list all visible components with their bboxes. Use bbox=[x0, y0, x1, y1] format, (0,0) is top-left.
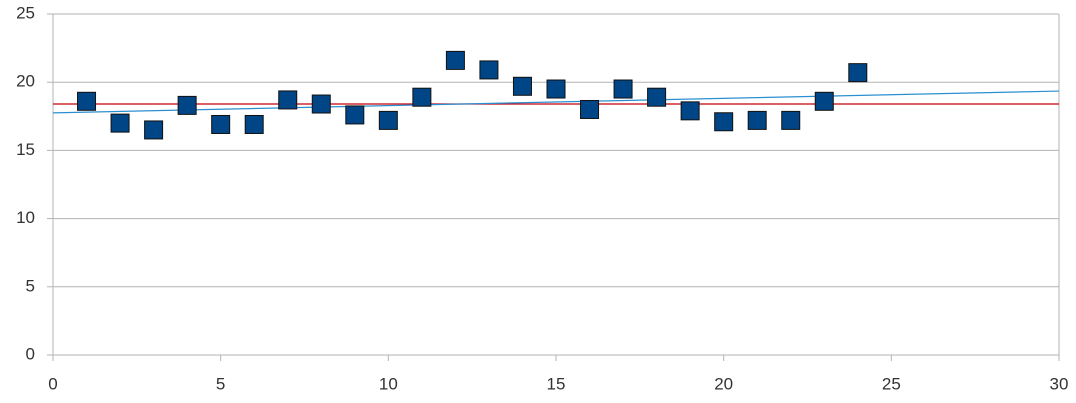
marker bbox=[814, 91, 834, 111]
y-tick-label: 20 bbox=[16, 72, 35, 91]
y-tick-label: 0 bbox=[26, 344, 35, 363]
marker bbox=[613, 79, 633, 99]
marker bbox=[77, 91, 97, 111]
x-tick-label: 15 bbox=[547, 374, 566, 393]
marker bbox=[177, 95, 197, 115]
marker bbox=[848, 63, 868, 83]
marker bbox=[580, 99, 600, 119]
marker bbox=[781, 110, 801, 130]
marker bbox=[479, 60, 499, 80]
x-tick-label: 0 bbox=[48, 374, 57, 393]
marker bbox=[144, 120, 164, 140]
marker bbox=[445, 50, 465, 70]
marker bbox=[680, 101, 700, 121]
marker bbox=[278, 90, 298, 110]
x-tick-label: 10 bbox=[379, 374, 398, 393]
x-tick-label: 25 bbox=[882, 374, 901, 393]
marker bbox=[647, 87, 667, 107]
marker bbox=[714, 112, 734, 132]
marker bbox=[512, 76, 532, 96]
marker bbox=[345, 105, 365, 125]
y-tick-label: 25 bbox=[16, 3, 35, 22]
marker bbox=[311, 94, 331, 114]
marker bbox=[747, 110, 767, 130]
y-tick-label: 10 bbox=[16, 208, 35, 227]
y-tick-label: 15 bbox=[16, 140, 35, 159]
marker bbox=[211, 114, 231, 134]
marker bbox=[546, 79, 566, 99]
x-tick-label: 30 bbox=[1050, 374, 1069, 393]
x-tick-label: 20 bbox=[714, 374, 733, 393]
marker bbox=[378, 110, 398, 130]
marker bbox=[244, 114, 264, 134]
marker bbox=[110, 113, 130, 133]
y-tick-label: 5 bbox=[26, 276, 35, 295]
reference-line bbox=[52, 90, 1060, 114]
marker bbox=[412, 87, 432, 107]
x-tick-label: 5 bbox=[216, 374, 225, 393]
